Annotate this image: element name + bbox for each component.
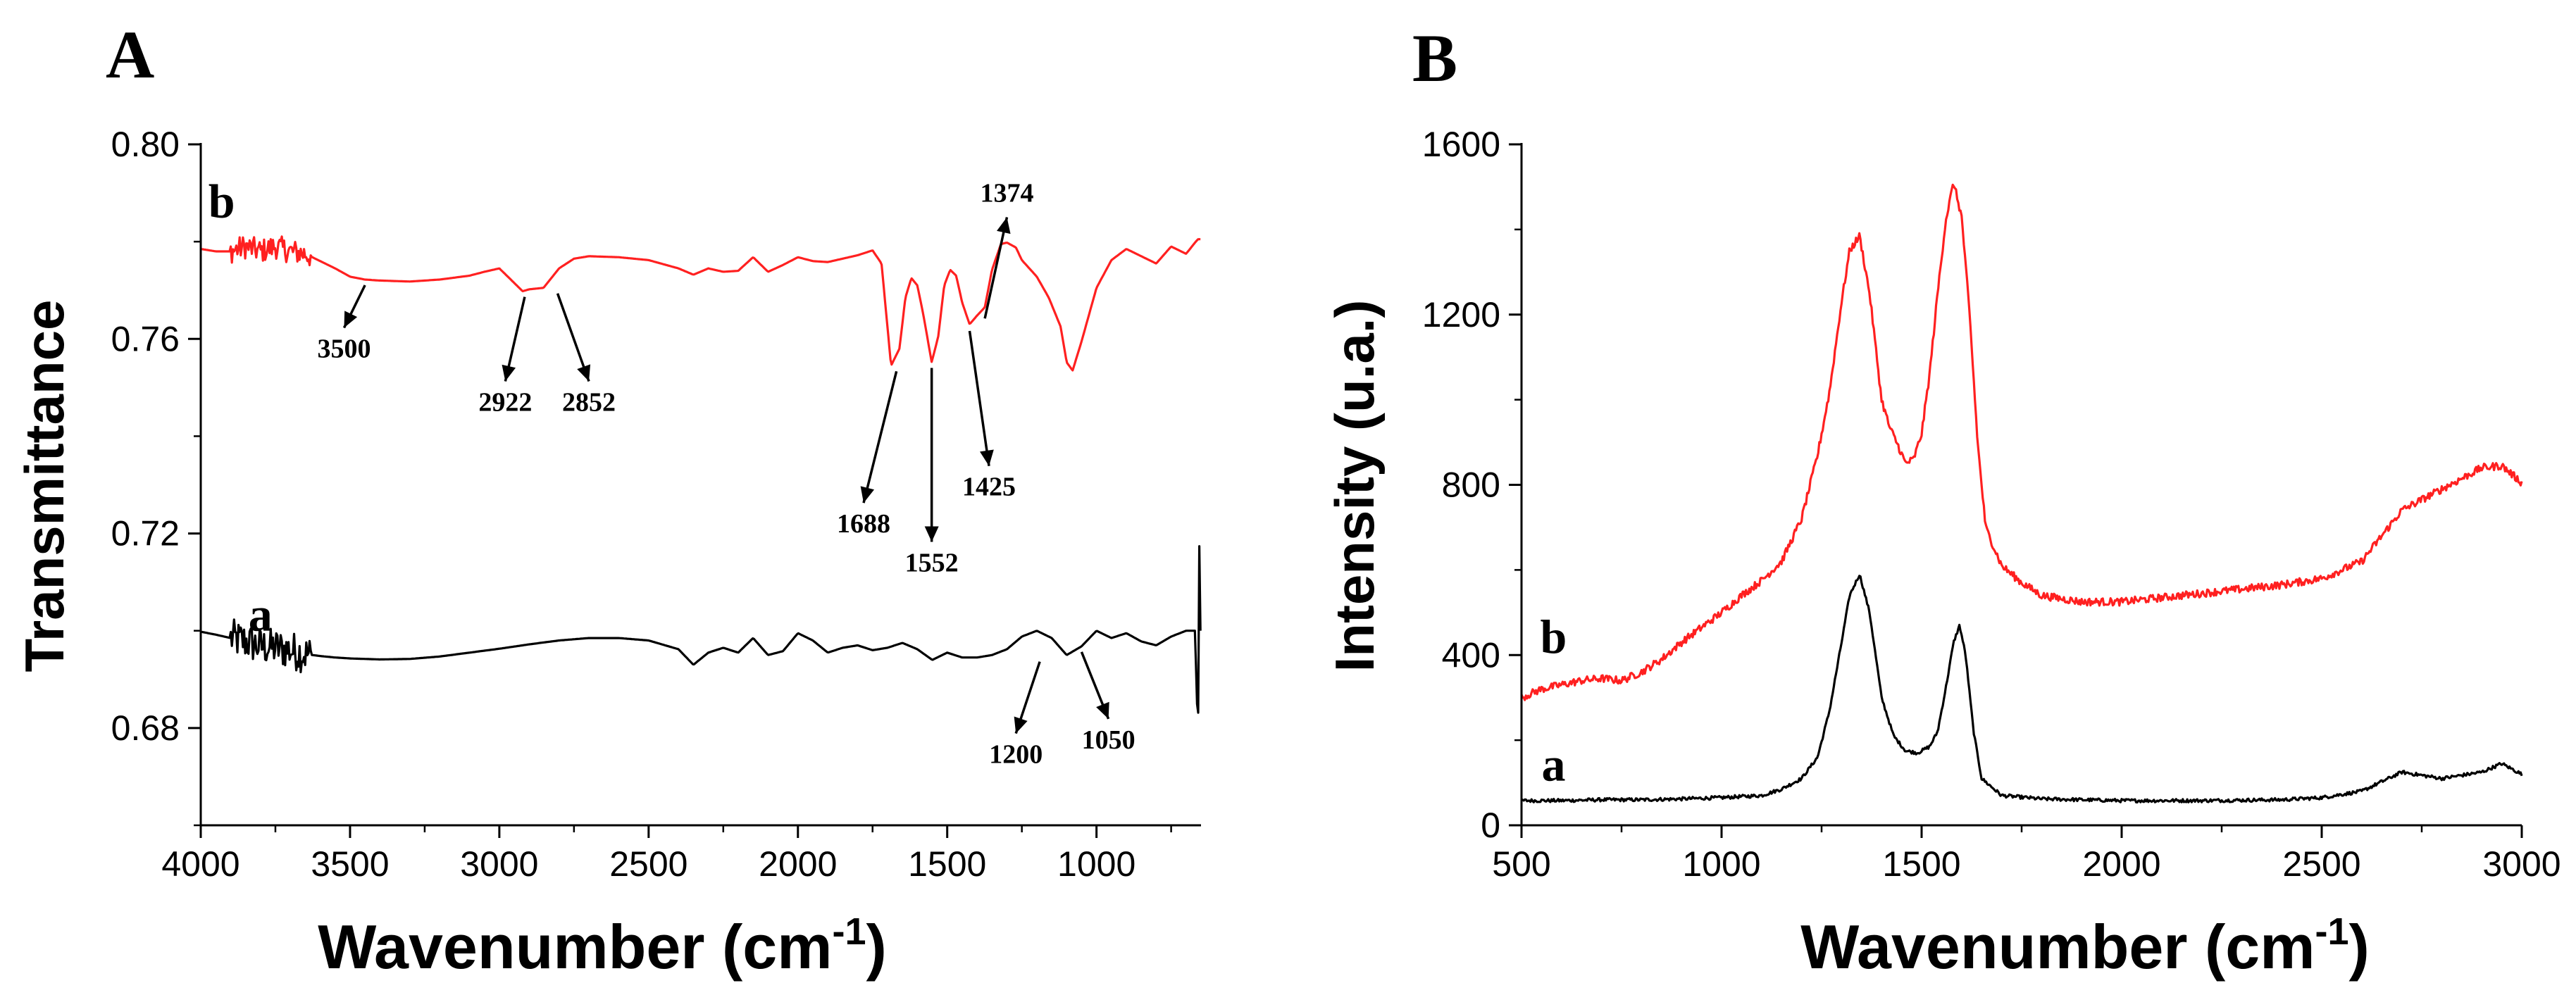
y-tick-label: 0.80: [111, 125, 180, 164]
x-tick-label: 2000: [759, 844, 837, 884]
x-tick-label: 1500: [908, 844, 986, 884]
x-tick-label: 1000: [1682, 844, 1760, 884]
y-tick-label: 0: [1481, 806, 1500, 845]
x-axis-title-b-close: ): [2348, 912, 2369, 982]
annotation-arrow-shaft: [983, 217, 1009, 319]
annotations-a: 3500 2922 2852 1688 1552 1425 1374 1200 1050: [317, 179, 1135, 770]
series-label-a: a: [249, 588, 273, 642]
peak-label: 1688: [837, 509, 890, 539]
x-tick-label: 500: [1492, 844, 1550, 884]
x-tick-label: 1500: [1882, 844, 1960, 884]
series-line-b: [200, 235, 1201, 372]
peak-label: 1200: [989, 740, 1043, 770]
series-label-b: b: [209, 175, 235, 228]
curves-b: ab: [1520, 183, 2523, 804]
annotation-arrow-head: [344, 311, 358, 328]
annotation-arrow-head: [997, 217, 1011, 234]
x-axis-title-a-sup: -1: [832, 910, 866, 953]
annotation-arrow-head: [860, 486, 875, 503]
annotation-arrow-head: [980, 449, 994, 466]
x-axis-title-a-close: ): [866, 912, 886, 982]
panel-label-b: B: [1412, 20, 1457, 96]
peak-label: 1425: [962, 473, 1016, 502]
x-tick-label: 3500: [311, 844, 389, 884]
y-tick-label: 0.76: [111, 319, 180, 358]
peak-label: 1552: [905, 548, 959, 577]
y-tick-label: 800: [1442, 465, 1500, 505]
x-tick-label: 4000: [161, 844, 239, 884]
x-tick-label: 1000: [1057, 844, 1135, 884]
x-tick-label: 3000: [2482, 844, 2561, 884]
x-tick-label: 2000: [2082, 844, 2160, 884]
y-tick-label: 1200: [1422, 295, 1500, 334]
y-axis-title-a: Transmittance: [13, 300, 75, 672]
x-tick-label: 2500: [2282, 844, 2360, 884]
series-line-b: [1520, 183, 2523, 701]
y-tick-label: 1600: [1422, 125, 1500, 164]
peak-label: 1374: [980, 179, 1033, 208]
series-label-a: a: [1541, 738, 1565, 791]
annotation-arrow-head: [502, 364, 516, 382]
x-axis-title-a: Wavenumber (cm-1): [318, 910, 887, 982]
ticks-a: 4000 3500 3000 2500 2000 1500 1000 0.68 0.72 0.76…: [111, 125, 1172, 884]
series-line-a: [1520, 575, 2523, 804]
annotation-arrow-shaft: [968, 330, 990, 466]
peak-label: 2852: [562, 388, 616, 418]
series-line-a: [200, 545, 1202, 714]
curves-a: ab: [200, 175, 1202, 714]
annotation-arrow-head: [1096, 701, 1109, 719]
x-axis-title-b: Wavenumber (cm-1): [1800, 910, 2370, 982]
y-tick-label: 0.72: [111, 514, 180, 553]
x-tick-label: 3000: [460, 844, 538, 884]
panel-label-a: A: [106, 17, 154, 92]
y-axis-title-b: Intensity (u.a.): [1324, 300, 1386, 672]
x-tick-label: 2500: [609, 844, 687, 884]
annotation-arrow-head: [577, 364, 591, 382]
panel-a-ftir: A Transmittance Wavenumber (cm-1) 4000 35…: [13, 17, 1202, 982]
series-label-b: b: [1541, 610, 1567, 663]
ticks-b: 500 1000 1500 2000 2500 3000 0 400 800 1200 1600: [1422, 125, 2561, 884]
x-axis-title-a-main: Wavenumber (cm: [318, 912, 832, 982]
peak-label: 1050: [1082, 725, 1135, 755]
annotation-arrow-shaft: [862, 370, 898, 503]
peak-label: 3500: [317, 334, 371, 364]
y-tick-label: 400: [1442, 635, 1500, 675]
annotation-arrow-head: [924, 526, 939, 542]
x-axis-title-b-main: Wavenumber (cm: [1800, 912, 2315, 982]
annotation-arrow-head: [1014, 716, 1028, 734]
x-axis-title-b-sup: -1: [2315, 910, 2348, 953]
annotation-arrow-shaft: [556, 293, 590, 382]
panel-b-raman: B Intensity (u.a.) Wavenumber (cm-1) 500…: [1324, 20, 2561, 982]
peak-label: 2922: [478, 388, 532, 418]
y-tick-label: 0.68: [111, 708, 180, 748]
